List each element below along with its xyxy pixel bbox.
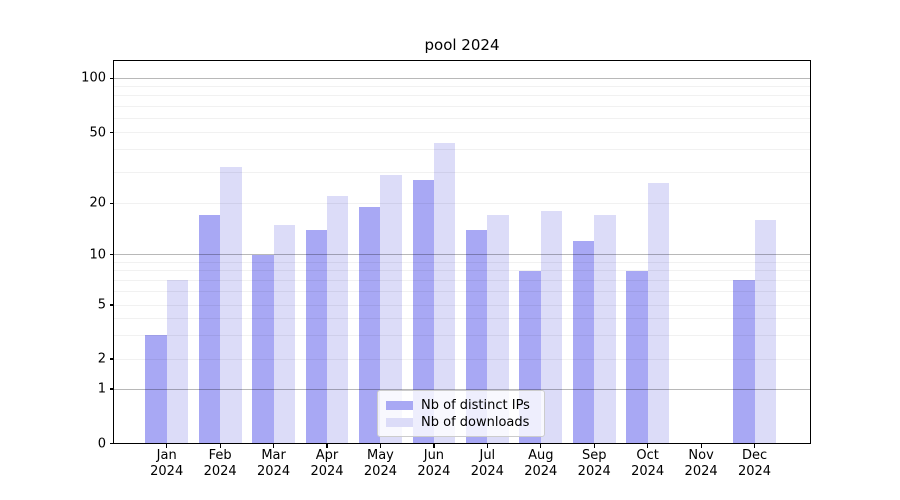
gridline-minor-70 [114, 105, 810, 107]
x-tick-dec [753, 443, 756, 448]
bar-distinct-ips-apr [305, 229, 327, 444]
x-tick-label-feb: Feb 2024 [203, 448, 237, 479]
bar-downloads-jan [166, 280, 189, 444]
bar-downloads-mar [273, 224, 295, 444]
gridline-major-1 [114, 388, 810, 390]
gridline-major-10 [114, 254, 810, 255]
y-tick-label-50: 50 [89, 125, 106, 141]
y-tick-label-10: 10 [89, 247, 106, 262]
x-tick-label-jun: Jun 2024 [417, 448, 451, 479]
gridline-minor-5 [114, 304, 810, 306]
y-tick-label-5: 5 [97, 297, 106, 313]
gridline-minor-3 [114, 334, 810, 336]
gridline-minor-30 [114, 171, 810, 173]
bar-distinct-ips-sep [572, 241, 595, 444]
bar-downloads-jun [433, 142, 456, 444]
gridline-major-100 [114, 77, 810, 79]
gridline-minor-20 [114, 202, 810, 204]
x-tick-aug [540, 443, 542, 448]
x-tick-jun [433, 443, 435, 448]
gridline-minor-90 [114, 86, 810, 88]
x-tick-label-sep: Sep 2024 [577, 448, 611, 479]
y-tick-20 [109, 202, 114, 204]
y-tick-50 [109, 132, 114, 134]
gridline-minor-9 [114, 261, 810, 263]
bar-distinct-ips-jun [412, 180, 434, 444]
x-tick-apr [326, 443, 328, 448]
y-tick-0 [109, 442, 114, 445]
x-tick-feb [219, 443, 221, 448]
bar-distinct-ips-jan [145, 335, 167, 444]
y-tick-label-0: 0 [97, 436, 106, 451]
bar-downloads-apr [327, 195, 349, 444]
y-tick-label-20: 20 [89, 195, 106, 211]
legend-row-downloads: Nb of downloads [386, 414, 536, 431]
x-tick-mar [272, 443, 275, 448]
x-tick-jul [486, 443, 489, 448]
bar-downloads-oct [647, 183, 670, 444]
x-tick-label-aug: Aug 2024 [524, 448, 558, 479]
x-tick-oct [647, 443, 649, 448]
y-tick-5 [109, 304, 114, 306]
bar-downloads-jul [487, 215, 509, 444]
gridline-minor-2 [114, 358, 810, 360]
x-tick-label-may: May 2024 [363, 448, 397, 479]
legend-label-distinct-ips: Nb of distinct IPs [421, 398, 530, 413]
bar-distinct-ips-may [359, 207, 381, 444]
x-tick-nov [700, 443, 702, 448]
x-tick-label-apr: Apr 2024 [310, 448, 344, 479]
bar-downloads-aug [540, 211, 563, 444]
x-tick-jan [166, 443, 168, 448]
gridline-minor-60 [114, 117, 810, 119]
x-tick-label-nov: Nov 2024 [684, 448, 718, 479]
x-tick-may [379, 443, 382, 448]
gridline-minor-7 [114, 279, 810, 281]
x-tick-sep [593, 443, 595, 448]
bar-distinct-ips-oct [626, 270, 648, 444]
chart-title: pool 2024 [424, 36, 500, 54]
legend-swatch-downloads [386, 417, 413, 428]
x-tick-label-mar: Mar 2024 [257, 448, 291, 479]
y-tick-label-1: 1 [97, 381, 106, 397]
x-tick-label-jul: Jul 2024 [470, 448, 504, 479]
gridline-minor-6 [114, 291, 810, 293]
bar-downloads-dec [754, 219, 776, 444]
y-tick-100 [109, 77, 114, 79]
y-tick-1 [109, 388, 114, 390]
bar-downloads-feb [220, 167, 242, 444]
y-tick-label-100: 100 [81, 70, 106, 86]
bar-downloads-may [380, 174, 402, 444]
gridline-minor-80 [114, 95, 810, 97]
y-tick-10 [109, 253, 114, 256]
gridline-minor-40 [114, 149, 810, 151]
bar-distinct-ips-dec [733, 280, 755, 444]
y-tick-label-2: 2 [97, 351, 106, 367]
legend-row-distinct-ips: Nb of distinct IPs [386, 397, 536, 414]
gridline-minor-50 [114, 132, 810, 134]
bar-downloads-sep [594, 215, 616, 444]
bar-distinct-ips-feb [198, 215, 221, 444]
legend: Nb of distinct IPs Nb of downloads [377, 390, 545, 437]
x-tick-label-dec: Dec 2024 [737, 448, 772, 479]
bar-distinct-ips-mar [252, 254, 274, 444]
x-tick-label-oct: Oct 2024 [631, 448, 665, 479]
gridline-minor-8 [114, 270, 810, 272]
x-tick-label-jan: Jan 2024 [150, 448, 184, 479]
legend-swatch-distinct-ips [386, 400, 413, 411]
legend-label-downloads: Nb of downloads [421, 415, 530, 430]
y-tick-2 [109, 358, 114, 360]
gridline-minor-4 [114, 317, 810, 319]
